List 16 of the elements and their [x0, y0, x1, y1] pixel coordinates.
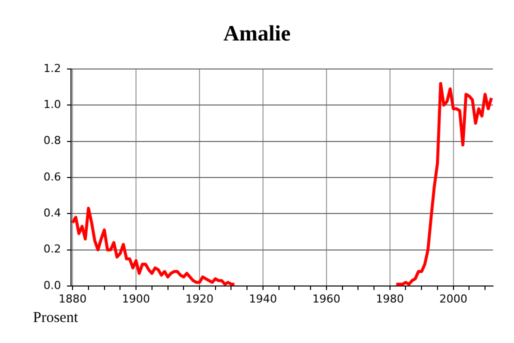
x-tick-label: 1900 — [122, 292, 150, 306]
x-tick-label: 1960 — [312, 292, 340, 306]
x-tick-label: 1940 — [248, 292, 277, 306]
y-tick-label: 0.6 — [44, 170, 61, 184]
y-axis-title: Prosent — [33, 310, 79, 326]
y-tick-label: 0.4 — [44, 206, 61, 220]
chart-title: Amalie — [223, 20, 291, 46]
x-tick-label: 2000 — [439, 292, 468, 306]
y-tick-label: 0.8 — [44, 134, 61, 148]
y-tick-label: 0.2 — [44, 242, 61, 256]
y-tick-label: 1.2 — [44, 62, 61, 75]
y-tick-label: 1.0 — [44, 98, 61, 112]
x-tick-label: 1980 — [376, 292, 404, 306]
x-tick-label: 1880 — [58, 292, 87, 306]
y-tick-label: 0.0 — [44, 278, 61, 292]
x-tick-label: 1920 — [186, 292, 214, 306]
